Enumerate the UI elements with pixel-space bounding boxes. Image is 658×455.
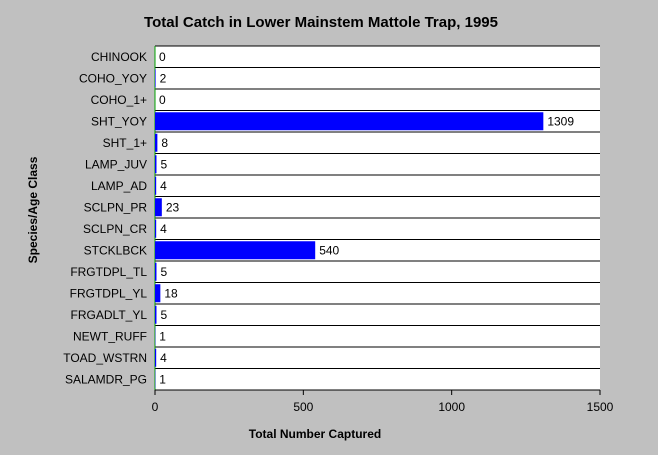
value-label: 23 bbox=[166, 200, 180, 214]
value-label: 4 bbox=[160, 179, 167, 193]
category-label: COHO_YOY bbox=[79, 71, 147, 85]
value-label: 18 bbox=[164, 286, 178, 300]
x-tick-label: 1500 bbox=[587, 400, 614, 414]
value-label: 2 bbox=[160, 71, 167, 85]
bar-sht-1- bbox=[155, 133, 158, 152]
bar-frgtdpl-tl bbox=[155, 262, 157, 281]
category-label: STCKLBCK bbox=[84, 243, 147, 257]
bar-coho-yoy bbox=[155, 69, 156, 88]
category-label: TOAD_WSTRN bbox=[63, 351, 147, 365]
value-label: 5 bbox=[160, 265, 167, 279]
bar-frgadlt-yl bbox=[155, 305, 157, 324]
category-label: NEWT_RUFF bbox=[73, 329, 147, 343]
value-label: 4 bbox=[160, 222, 167, 236]
category-label: CHINOOK bbox=[91, 50, 147, 64]
value-label: 0 bbox=[159, 50, 166, 64]
category-label: FRGADLT_YL bbox=[71, 308, 148, 322]
bar-sclpn-pr bbox=[155, 198, 162, 217]
value-label: 5 bbox=[160, 157, 167, 171]
bar-sht-yoy bbox=[155, 112, 544, 131]
bar-sclpn-cr bbox=[155, 219, 157, 238]
category-label: FRGTDPL_TL bbox=[70, 265, 147, 279]
bars bbox=[155, 69, 544, 389]
category-label: SCLPN_CR bbox=[83, 222, 147, 236]
value-label: 0 bbox=[159, 93, 166, 107]
bar-lamp-juv bbox=[155, 155, 157, 174]
bar-stcklbck bbox=[155, 241, 316, 260]
category-label: FRGTDPL_YL bbox=[70, 286, 148, 300]
value-label: 1 bbox=[159, 329, 166, 343]
category-label: SALAMDR_PG bbox=[65, 372, 147, 386]
value-label: 4 bbox=[160, 351, 167, 365]
x-axis-ticks: 0 500 1000 1500 bbox=[152, 389, 614, 414]
bar-toad-wstrn bbox=[155, 348, 157, 367]
bar-frgtdpl-yl bbox=[155, 284, 161, 303]
gridlines bbox=[154, 45, 600, 391]
category-label: SCLPN_PR bbox=[84, 200, 148, 214]
x-tick-label: 0 bbox=[152, 400, 159, 414]
bar-lamp-ad bbox=[155, 176, 157, 195]
category-label: SHT_1+ bbox=[103, 136, 147, 150]
value-label: 1 bbox=[159, 372, 166, 386]
x-tick-label: 1000 bbox=[438, 400, 465, 414]
x-tick-label: 500 bbox=[293, 400, 313, 414]
category-label: COHO_1+ bbox=[91, 93, 147, 107]
category-label: LAMP_AD bbox=[91, 179, 147, 193]
value-label: 1309 bbox=[547, 114, 574, 128]
x-axis-title: Total Number Captured bbox=[249, 427, 381, 441]
value-label: 5 bbox=[160, 308, 167, 322]
category-label: LAMP_JUV bbox=[85, 157, 147, 171]
value-label: 540 bbox=[319, 243, 339, 257]
category-label: SHT_YOY bbox=[91, 114, 147, 128]
chart-title: Total Catch in Lower Mainstem Mattole Tr… bbox=[144, 14, 498, 31]
value-labels: 0 2 0 1309 8 5 4 23 4 540 5 18 5 1 4 1 bbox=[159, 50, 574, 387]
value-label: 8 bbox=[161, 136, 168, 150]
y-axis-title: Species/Age Class bbox=[26, 156, 40, 263]
category-labels: CHINOOK COHO_YOY COHO_1+ SHT_YOY SHT_1+ LAMP_… bbox=[63, 50, 147, 387]
